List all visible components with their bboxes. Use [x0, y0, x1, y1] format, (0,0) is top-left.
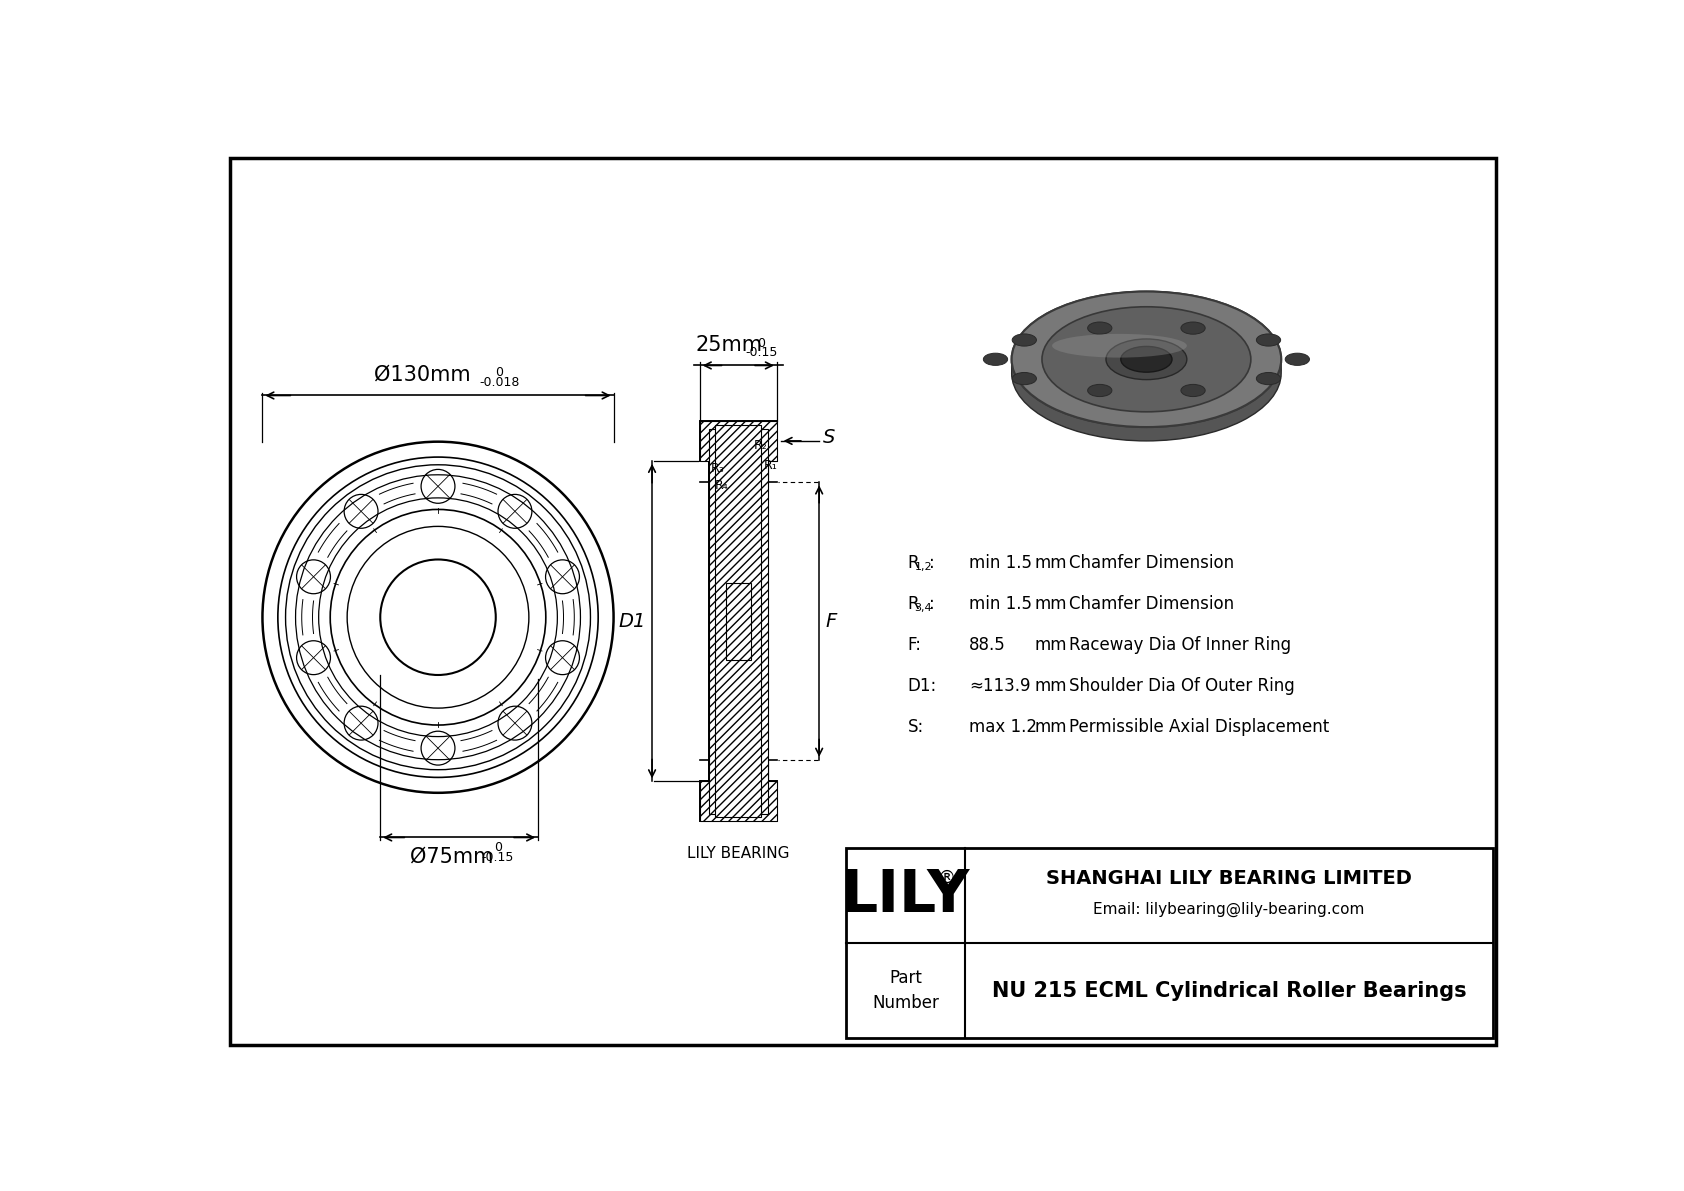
- Ellipse shape: [1256, 373, 1280, 385]
- Text: -0.018: -0.018: [480, 375, 520, 388]
- Text: Raceway Dia Of Inner Ring: Raceway Dia Of Inner Ring: [1069, 636, 1292, 654]
- Text: mm: mm: [1034, 636, 1068, 654]
- Text: Permissible Axial Displacement: Permissible Axial Displacement: [1069, 718, 1330, 736]
- Bar: [726, 582, 751, 660]
- Text: 0: 0: [758, 337, 766, 350]
- Text: S: S: [823, 428, 835, 447]
- Ellipse shape: [1122, 347, 1172, 372]
- Text: mm: mm: [1034, 554, 1068, 573]
- Ellipse shape: [983, 354, 1007, 366]
- Text: R₁: R₁: [765, 459, 778, 472]
- Bar: [701, 781, 776, 822]
- Text: ≈113.9: ≈113.9: [970, 676, 1031, 694]
- Text: LILY: LILY: [840, 867, 970, 924]
- Text: max 1.2: max 1.2: [970, 718, 1037, 736]
- Text: R: R: [908, 554, 919, 573]
- Text: R₂: R₂: [754, 438, 768, 451]
- Text: :: :: [930, 554, 935, 573]
- Text: S:: S:: [908, 718, 925, 736]
- Text: R₃: R₃: [711, 462, 724, 475]
- Bar: [845, 848, 1494, 1039]
- Ellipse shape: [1012, 305, 1282, 441]
- Text: :: :: [930, 596, 935, 613]
- Ellipse shape: [1106, 339, 1187, 380]
- Text: R₄: R₄: [716, 479, 729, 492]
- Text: R: R: [908, 596, 919, 613]
- Text: mm: mm: [1034, 596, 1068, 613]
- Ellipse shape: [1285, 354, 1310, 366]
- Text: 3,4: 3,4: [914, 603, 933, 613]
- Text: Email: lilybearing@lily-bearing.com: Email: lilybearing@lily-bearing.com: [1093, 902, 1364, 917]
- Ellipse shape: [1012, 292, 1282, 428]
- Ellipse shape: [1088, 385, 1111, 397]
- Text: -0.15: -0.15: [746, 347, 778, 360]
- Text: min 1.5: min 1.5: [970, 596, 1032, 613]
- Bar: [701, 420, 776, 461]
- Ellipse shape: [1012, 373, 1036, 385]
- Bar: [709, 760, 768, 781]
- Text: min 1.5: min 1.5: [970, 554, 1032, 573]
- Text: 25mm: 25mm: [695, 336, 763, 355]
- Ellipse shape: [1256, 333, 1280, 347]
- Text: NU 215 ECML Cylindrical Roller Bearings: NU 215 ECML Cylindrical Roller Bearings: [992, 981, 1467, 1000]
- Text: F:: F:: [908, 636, 921, 654]
- Bar: [716, 425, 761, 817]
- Text: ®: ®: [938, 868, 955, 886]
- Text: 0: 0: [493, 841, 502, 854]
- Text: D1:: D1:: [908, 676, 936, 694]
- Ellipse shape: [1012, 292, 1282, 428]
- Text: 1,2: 1,2: [914, 562, 933, 572]
- Bar: [709, 429, 768, 813]
- Bar: [709, 461, 768, 482]
- Text: F: F: [825, 612, 837, 630]
- Bar: [716, 425, 761, 817]
- Text: 0: 0: [495, 367, 504, 379]
- Text: Chamfer Dimension: Chamfer Dimension: [1069, 596, 1234, 613]
- Text: mm: mm: [1034, 718, 1068, 736]
- Bar: [701, 781, 776, 822]
- Text: D1: D1: [618, 612, 647, 630]
- Text: Chamfer Dimension: Chamfer Dimension: [1069, 554, 1234, 573]
- Text: SHANGHAI LILY BEARING LIMITED: SHANGHAI LILY BEARING LIMITED: [1046, 869, 1413, 888]
- Ellipse shape: [1012, 299, 1282, 435]
- Ellipse shape: [1052, 333, 1187, 357]
- Text: Ø75mm: Ø75mm: [409, 847, 493, 867]
- Ellipse shape: [1088, 322, 1111, 335]
- Text: mm: mm: [1034, 676, 1068, 694]
- Bar: [726, 582, 751, 660]
- Text: Ø130mm: Ø130mm: [374, 364, 472, 385]
- Bar: [709, 760, 768, 781]
- Ellipse shape: [1042, 307, 1251, 412]
- Text: 88.5: 88.5: [970, 636, 1005, 654]
- Bar: [709, 429, 768, 813]
- Text: LILY BEARING: LILY BEARING: [687, 846, 790, 861]
- Ellipse shape: [1012, 333, 1036, 347]
- Text: -0.15: -0.15: [482, 850, 514, 863]
- Bar: [701, 420, 776, 461]
- Text: Shoulder Dia Of Outer Ring: Shoulder Dia Of Outer Ring: [1069, 676, 1295, 694]
- Text: Part
Number: Part Number: [872, 969, 940, 1012]
- Ellipse shape: [1180, 385, 1206, 397]
- Bar: [709, 461, 768, 482]
- Ellipse shape: [1180, 322, 1206, 335]
